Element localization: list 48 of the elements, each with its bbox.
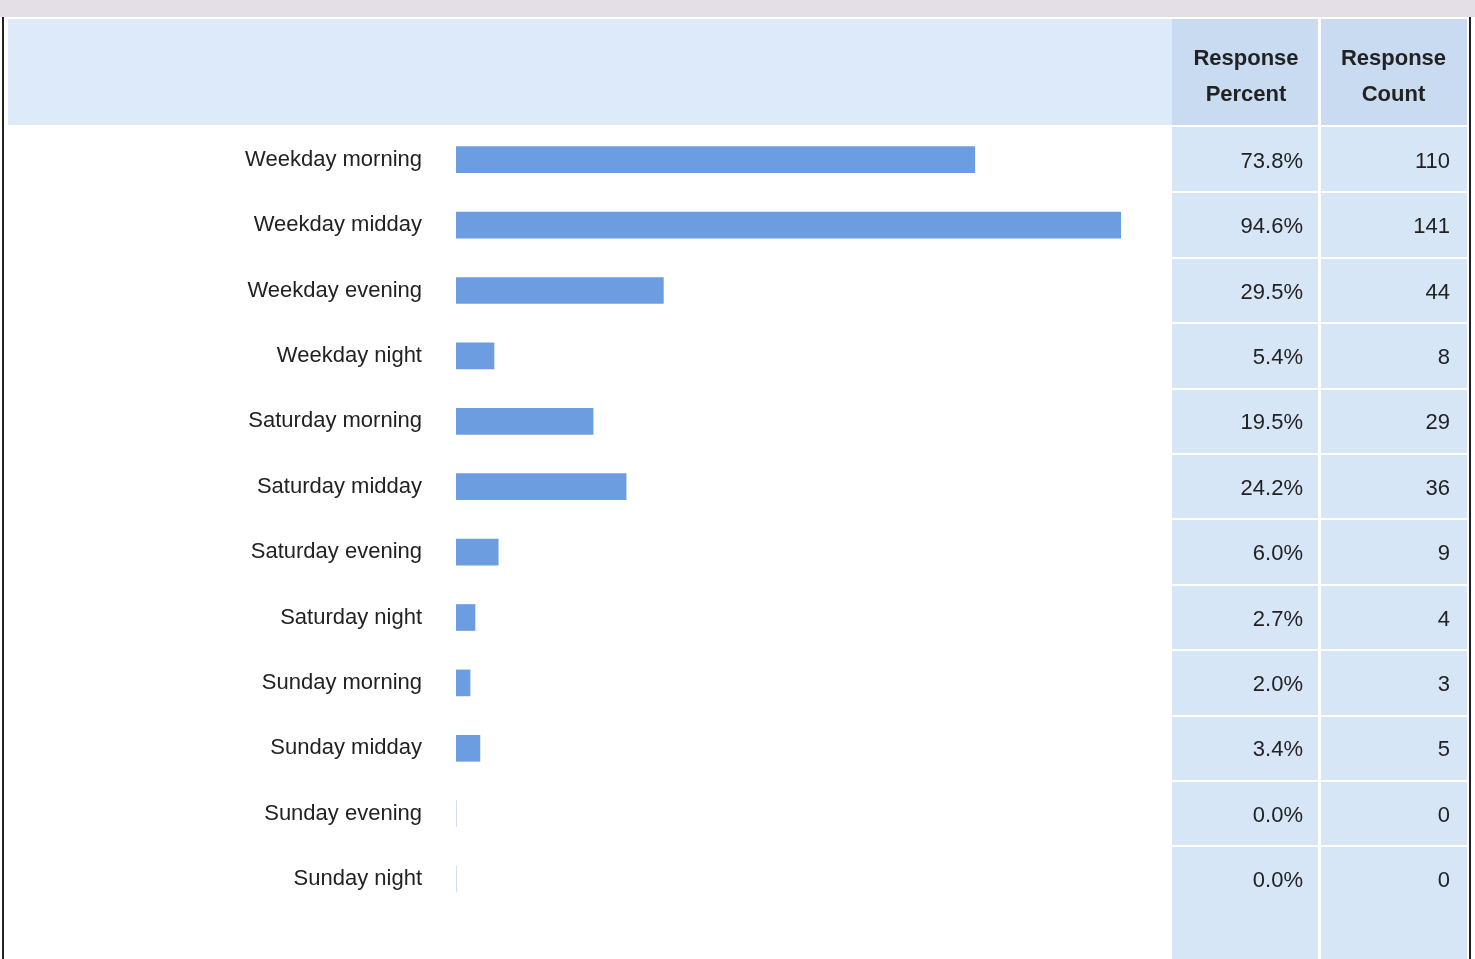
y-tick-label: Weekday evening	[247, 276, 422, 302]
y-tick-label: Sunday evening	[264, 799, 422, 825]
data-label: 19.5%	[1240, 409, 1303, 435]
y-tick-label: Saturday midday	[256, 472, 422, 498]
text: 0	[1437, 801, 1450, 827]
text: 36	[1425, 474, 1450, 500]
bar	[456, 669, 471, 697]
y-tick-label: Weekday night	[276, 341, 422, 367]
data-label: 3.4%	[1252, 736, 1303, 762]
text: 0	[1437, 867, 1450, 893]
y-tick-label: Sunday midday	[270, 734, 422, 760]
bar	[456, 538, 499, 566]
y-tick-label: Weekday midday	[253, 211, 422, 237]
bar	[456, 407, 594, 435]
y-tick-label: Sunday night	[293, 865, 422, 891]
text: 9	[1437, 540, 1450, 566]
bar	[456, 211, 1121, 239]
y-tick-label: Saturday evening	[250, 538, 422, 564]
text: Response Percent	[1193, 45, 1299, 107]
text: 5	[1437, 736, 1450, 762]
bar	[456, 342, 495, 370]
y-tick-label: Weekday morning	[245, 145, 422, 171]
data-label: 2.0%	[1252, 670, 1303, 696]
data-label: 73.8%	[1240, 147, 1303, 173]
text: 44	[1425, 278, 1450, 304]
y-tick-label: Saturday night	[280, 603, 422, 629]
text: 3	[1437, 670, 1450, 696]
bar	[456, 734, 481, 762]
y-tick-label: Saturday morning	[248, 407, 422, 433]
data-label: 0.0%	[1252, 867, 1303, 893]
data-label: 94.6%	[1240, 213, 1303, 239]
data-label: 0.0%	[1252, 801, 1303, 827]
bar	[456, 473, 627, 501]
data-label: 5.4%	[1252, 343, 1303, 369]
data-label: 24.2%	[1240, 474, 1303, 500]
data-label: 6.0%	[1252, 540, 1303, 566]
bar	[456, 277, 664, 304]
text: Response Count	[1340, 45, 1447, 107]
text: 8	[1437, 343, 1450, 369]
text: 110	[1414, 147, 1450, 173]
bar	[456, 146, 976, 174]
text: 141	[1413, 213, 1450, 239]
text: 4	[1437, 605, 1450, 631]
bar	[456, 604, 476, 631]
data-label: 2.7%	[1252, 605, 1303, 631]
data-label: 29.5%	[1240, 278, 1303, 304]
text: 29	[1425, 409, 1450, 435]
y-tick-label: Sunday morning	[261, 668, 422, 694]
